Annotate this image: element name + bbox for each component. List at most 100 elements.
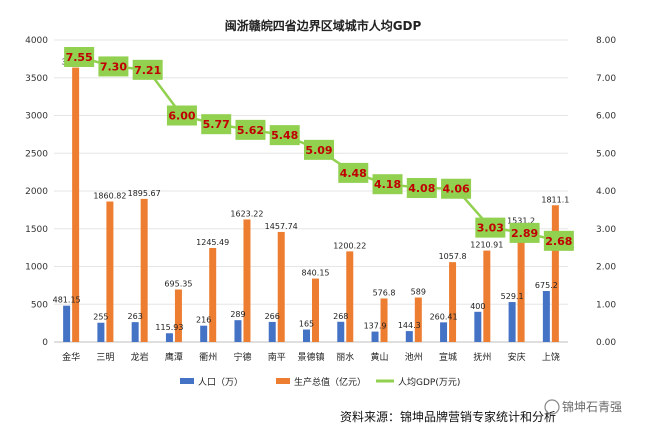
gdp-per-capita-label: 2.68 — [545, 235, 572, 248]
gdp-per-capita-marker — [201, 114, 232, 135]
gdp-total-bar — [140, 198, 148, 342]
population-bar — [165, 333, 173, 342]
gdp-total-bar — [414, 297, 422, 342]
category-label: 池州 — [405, 351, 423, 363]
population-bar — [337, 321, 345, 342]
right-tick-label: 8.00 — [596, 36, 616, 46]
gdp-total-bar — [277, 231, 285, 342]
left-tick-label: 2500 — [25, 149, 48, 159]
gdp-per-capita-marker — [338, 162, 369, 183]
gdp-per-capita-marker — [235, 119, 266, 140]
right-tick-label: 2.00 — [596, 263, 616, 273]
gdp-total-label: 1210.91 — [470, 241, 503, 250]
population-bar — [371, 331, 379, 342]
gdp-total-bar — [106, 201, 114, 342]
gdp-total-label: 840.15 — [302, 269, 330, 278]
gdp-per-capita-label: 5.77 — [203, 118, 230, 131]
population-bar — [268, 321, 276, 342]
gdp-per-capita-marker — [98, 56, 129, 77]
population-label: 260.41 — [430, 312, 458, 321]
gdp-total-bar — [243, 219, 251, 342]
population-bar — [234, 320, 242, 342]
gdp-total-label: 1623.22 — [230, 209, 263, 218]
population-bar — [131, 322, 139, 342]
gdp-total-label: 1245.49 — [196, 238, 229, 247]
category-label: 抚州 — [473, 351, 491, 363]
population-bar — [474, 311, 482, 342]
legend: 人口（万） 生产总值（亿元） 人均GDP(万元) — [180, 376, 460, 388]
right-tick-label: 0.00 — [596, 338, 616, 348]
gdp-total-label: 1860.82 — [93, 192, 126, 201]
gdp-per-capita-label: 4.48 — [340, 167, 367, 180]
gdp-total-label: 576.8 — [373, 288, 396, 297]
population-label: 268 — [333, 312, 348, 321]
population-bar — [63, 305, 71, 342]
gdp-per-capita-marker — [304, 139, 334, 160]
population-label: 216 — [196, 316, 211, 325]
gdp-per-capita-marker — [509, 222, 540, 243]
category-label: 三明 — [96, 352, 114, 363]
bar-labels: 481.153635.02551860.822631895.67115.9369… — [53, 58, 570, 333]
gdp-total-bar — [551, 205, 559, 342]
gdp-per-capita-label: 5.48 — [271, 129, 298, 142]
population-label: 255 — [93, 313, 108, 322]
left-tick-label: 3500 — [25, 74, 48, 84]
category-label: 南平 — [268, 351, 286, 363]
right-tick-label: 5.00 — [596, 149, 616, 159]
left-tick-label: 500 — [31, 300, 48, 310]
category-label: 安庆 — [508, 351, 526, 363]
watermark: 锦坤石青强 — [544, 399, 622, 415]
gdp-per-capita-marker — [269, 125, 300, 146]
category-label: 鹰潭 — [165, 351, 183, 363]
gdp-total-label: 589 — [411, 288, 426, 297]
gdp-per-capita-label: 6.00 — [168, 110, 195, 123]
gdp-markers: 7.55 7.30 7.21 6.00 5.77 5.62 5.48 5.09 4.48 4.18… — [64, 46, 574, 251]
right-axis-ticks: 0.00 1.00 2.00 3.00 4.00 5.00 6.00 7.00 8.00 — [596, 36, 616, 348]
gdp-per-capita-label: 5.09 — [305, 144, 332, 157]
population-label: 266 — [265, 312, 280, 321]
category-label: 黄山 — [371, 351, 389, 363]
population-bar — [200, 325, 208, 342]
gdp-total-bar — [346, 251, 354, 342]
right-tick-label: 6.00 — [596, 112, 616, 122]
gdp-per-capita-label: 3.03 — [477, 222, 504, 235]
gdp-total-label: 1811.1 — [541, 195, 569, 204]
population-label: 263 — [128, 312, 143, 321]
gdp-total-label: 1895.67 — [128, 189, 161, 198]
gdp-total-label: 695.35 — [164, 280, 192, 289]
population-bar — [542, 291, 550, 342]
chart-title: 闽浙赣皖四省边界区域城市人均GDP — [225, 18, 422, 33]
right-tick-label: 3.00 — [596, 225, 616, 235]
gdp-per-capita-marker — [441, 178, 472, 199]
population-bar — [405, 331, 413, 342]
gdp-total-bar — [380, 298, 388, 342]
category-label: 宁德 — [233, 351, 251, 363]
legend-gdp-per-capita: 人均GDP(万元) — [398, 376, 460, 388]
gdp-per-capita-marker — [406, 177, 437, 198]
bars — [63, 67, 559, 343]
gdp-total-bar — [72, 67, 80, 343]
population-label: 165 — [299, 320, 314, 329]
population-label: 115.93 — [155, 323, 183, 332]
gdp-total-bar — [483, 250, 491, 342]
gdp-per-capita-marker — [132, 59, 163, 80]
category-label: 龙岩 — [131, 351, 149, 363]
gdp-per-capita-label: 7.30 — [100, 60, 127, 73]
gdp-total-label: 1531.2 — [507, 216, 535, 225]
gdp-per-capita-label: 4.18 — [374, 178, 401, 191]
population-label: 675.2 — [535, 281, 558, 290]
gdp-per-capita-label: 7.55 — [66, 51, 93, 64]
category-label: 金华 — [62, 351, 80, 363]
population-bar — [508, 302, 516, 342]
gdp-per-capita-marker — [372, 174, 403, 195]
left-tick-label: 4000 — [25, 36, 48, 46]
right-tick-label: 4.00 — [596, 187, 616, 197]
category-label: 景德镇 — [297, 351, 324, 363]
category-label: 宣城 — [439, 351, 457, 363]
gdp-total-bar — [174, 289, 182, 342]
gdp-per-capita-marker — [543, 230, 574, 251]
gdp-per-capita-label: 7.21 — [134, 64, 161, 77]
population-label: 144.3 — [398, 321, 421, 330]
